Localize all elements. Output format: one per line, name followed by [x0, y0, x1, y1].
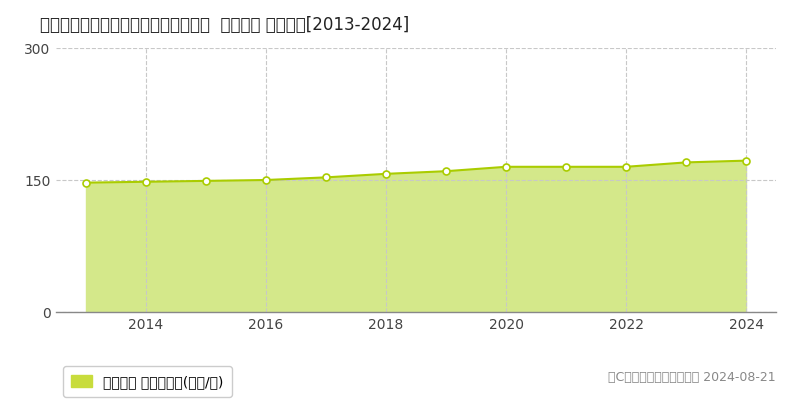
Point	[140, 178, 153, 185]
Point	[440, 168, 453, 174]
Point	[560, 164, 573, 170]
Point	[380, 171, 393, 177]
Legend: 地価公示 平均嵪単価(万円/嵪): 地価公示 平均嵪単価(万円/嵪)	[63, 366, 232, 397]
Point	[200, 178, 213, 184]
Point	[260, 177, 273, 183]
Point	[620, 164, 633, 170]
Point	[80, 180, 93, 186]
Point	[740, 158, 753, 164]
Point	[320, 174, 333, 180]
Text: 東京都北区上中里１丁目２６番１８外  地価公示 地価推移[2013-2024]: 東京都北区上中里１丁目２６番１８外 地価公示 地価推移[2013-2024]	[40, 16, 410, 34]
Point	[500, 164, 513, 170]
Point	[680, 159, 693, 166]
Text: （C）土地価格ドットコム 2024-08-21: （C）土地価格ドットコム 2024-08-21	[608, 371, 776, 384]
